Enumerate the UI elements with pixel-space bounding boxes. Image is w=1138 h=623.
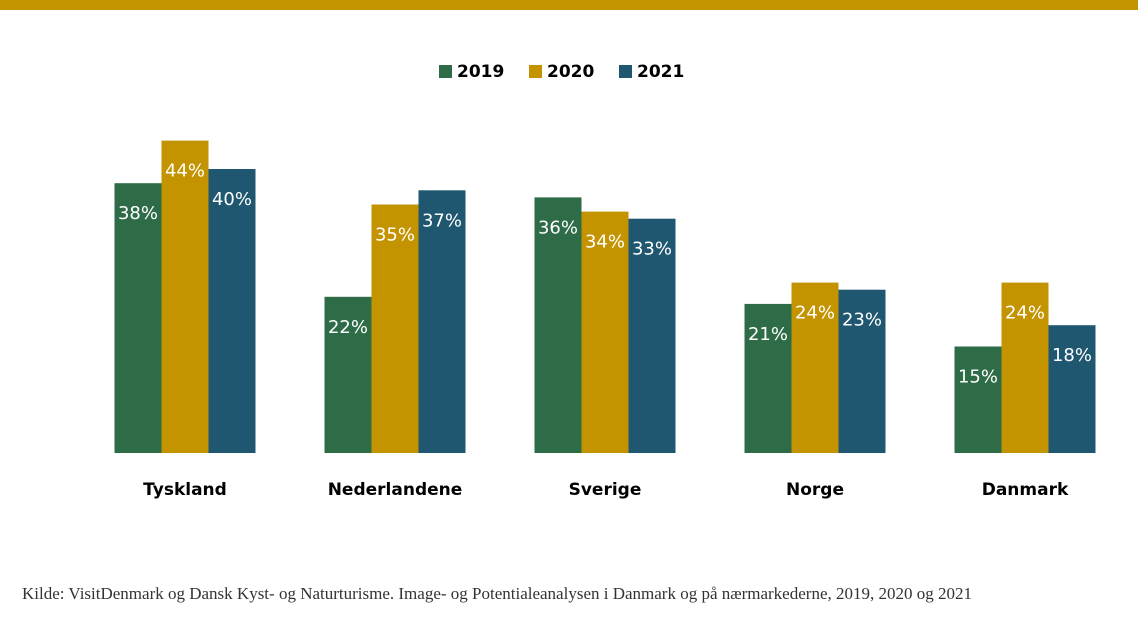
x-tick-label: Danmark <box>982 480 1069 500</box>
x-tick-label: Tyskland <box>143 480 227 500</box>
bar <box>371 204 419 453</box>
legend-swatch <box>439 65 452 78</box>
bar <box>114 183 162 453</box>
data-label: 40% <box>212 189 252 210</box>
x-tick-label: Norge <box>786 480 844 500</box>
bar <box>581 211 629 453</box>
bar <box>161 140 209 453</box>
data-label: 22% <box>328 317 368 338</box>
bar <box>418 190 466 454</box>
bar <box>954 346 1002 453</box>
data-label: 37% <box>422 210 462 231</box>
data-label: 44% <box>165 161 205 182</box>
bar <box>838 289 886 453</box>
data-label: 33% <box>632 239 672 260</box>
bar <box>628 218 676 453</box>
data-label: 36% <box>538 217 578 238</box>
source-note: Kilde: VisitDenmark og Dansk Kyst- og Na… <box>22 584 972 603</box>
data-label: 18% <box>1052 345 1092 366</box>
x-tick-label: Sverige <box>569 480 642 500</box>
bar <box>208 169 256 453</box>
bar <box>744 303 792 453</box>
bar <box>791 282 839 453</box>
bar <box>1001 282 1049 453</box>
bar <box>324 296 372 453</box>
data-label: 23% <box>842 310 882 331</box>
data-label: 21% <box>748 324 788 345</box>
legend-label: 2021 <box>637 62 684 82</box>
legend-label: 2019 <box>457 62 504 82</box>
bar <box>1048 325 1096 453</box>
legend-swatch <box>619 65 632 78</box>
data-label: 38% <box>118 203 158 224</box>
legend-label: 2020 <box>547 62 594 82</box>
data-label: 24% <box>795 303 835 324</box>
data-label: 24% <box>1005 303 1045 324</box>
top-band <box>0 0 1138 10</box>
legend-swatch <box>529 65 542 78</box>
data-label: 34% <box>585 232 625 253</box>
data-label: 35% <box>375 225 415 246</box>
data-label: 15% <box>958 367 998 388</box>
x-tick-label: Nederlandene <box>328 480 463 500</box>
bar <box>534 197 582 453</box>
